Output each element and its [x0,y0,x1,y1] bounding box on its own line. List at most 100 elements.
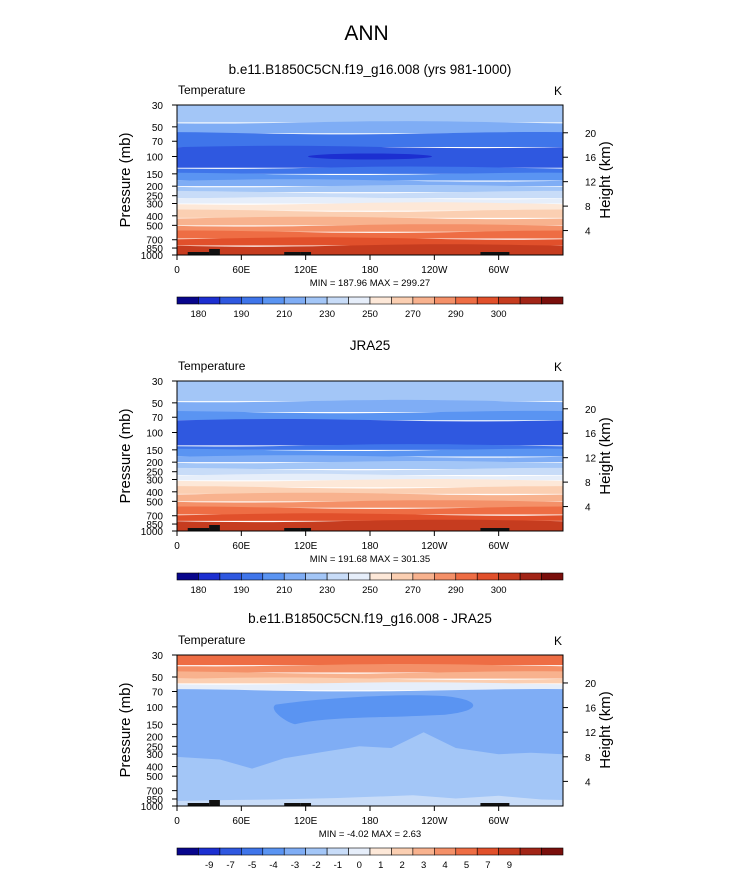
colorbar-swatch [498,847,521,856]
contour-band [177,172,563,181]
negative-anomaly-contour [273,695,474,725]
y-tick-label: 500 [146,772,163,783]
colorbar-swatch [434,296,457,305]
colorbar-swatch [176,847,199,856]
y-tick-label: 30 [152,377,164,388]
colorbar-label: 7 [485,860,490,871]
contour-band [177,230,563,239]
colorbar-label: 290 [448,585,464,596]
x-tick-label: 0 [174,816,180,827]
colorbar-swatch [541,847,564,856]
x-tick-label: 180 [362,541,379,552]
y-tick-label: 500 [146,497,163,508]
contour-band [177,202,563,211]
y-tick-label: 150 [146,170,163,181]
y-tick-label: 70 [152,137,164,148]
topography-mask [187,803,210,806]
contour-band [177,237,563,246]
y2-tick-label: 4 [585,227,591,238]
colorbar-swatch [455,296,478,305]
page-title: ANN [344,22,389,45]
panel-2-contour-field [177,381,563,531]
colorbar-swatch [391,296,414,305]
colorbar-swatch [519,296,542,305]
colorbar-swatch [305,572,328,581]
contour-band [177,677,563,684]
contour-band [177,185,563,193]
y-tick-label: 700 [146,236,163,247]
x-tick-label: 120E [294,816,318,827]
y-tick-label: 300 [146,475,163,486]
colorbar-swatch [262,572,285,581]
contour-band [177,216,563,226]
colorbar-swatch [348,296,371,305]
topography-mask [480,252,510,255]
panel-3-y2-axis-label: Height (km) [597,691,614,769]
topography-mask [187,252,210,255]
y-tick-label: 300 [146,750,163,761]
colorbar-swatch [348,572,371,581]
topography-mask [480,803,510,806]
topography-mask [209,800,220,806]
colorbar-swatch [348,847,371,856]
contour-band [177,132,563,147]
colorbar-swatch [198,847,221,856]
y-tick-label: 200 [146,458,163,469]
panel-2-frame [176,380,564,532]
panel-2-stats: MIN = 191.68 MAX = 301.35 [310,554,430,565]
panel-2-y2-axis-label: Height (km) [597,417,614,495]
contour-band [177,179,563,187]
y-tick-label: 30 [152,101,164,112]
colorbar-swatch [434,847,457,856]
y-tick-label: 300 [146,199,163,210]
colorbar-swatch [541,296,564,305]
panel-3-contour-field [177,655,563,806]
contour-band [177,473,563,481]
contour-band [177,671,563,679]
y-tick-label: 150 [146,446,163,457]
y-tick-label: 400 [146,212,163,223]
colorbar-label: -1 [334,860,342,871]
x-tick-label: 180 [362,816,379,827]
colorbar-swatch [498,296,521,305]
colorbar-swatch [498,572,521,581]
y2-tick-label: 4 [585,777,591,788]
colorbar-swatch [241,847,264,856]
panel-1-frame [176,104,564,256]
contour-band [177,513,563,521]
contour-band [177,121,563,134]
y-tick-label: 30 [152,651,164,662]
y-tick-label: 1000 [141,527,164,538]
y-tick-label: 400 [146,488,163,499]
contour-band [177,486,563,494]
panel-2-title: JRA25 [350,338,391,353]
topography-mask [480,528,510,531]
colorbar-swatch [283,572,306,581]
contour-band [177,506,563,515]
colorbar-swatch [519,847,542,856]
y2-tick-label: 16 [585,704,597,715]
y-tick-label: 50 [152,673,164,684]
x-tick-label: 0 [174,265,180,276]
colorbar-label: 190 [233,309,249,320]
y-tick-label: 850 [146,795,163,806]
y-tick-label: 50 [152,123,164,134]
colorbar-swatch [369,296,392,305]
cold-core-contour [308,153,432,160]
y2-tick-label: 20 [585,405,597,416]
panel-3-frame [176,654,564,807]
colorbar-swatch [476,296,499,305]
colorbar-swatch [241,296,264,305]
contour-band [177,105,563,123]
colorbar-swatch [541,572,564,581]
y2-tick-label: 16 [585,429,597,440]
contour-band [177,795,563,806]
panel-1-contour-field [177,105,563,255]
panel-3-colorbar: -9 -7 -5 -4 -3 -2 -1 0 1 2 3 4 5 7 9 [176,847,564,871]
y-tick-label: 400 [146,763,163,774]
colorbar-label: 250 [362,309,378,320]
topography-mask [284,528,301,531]
